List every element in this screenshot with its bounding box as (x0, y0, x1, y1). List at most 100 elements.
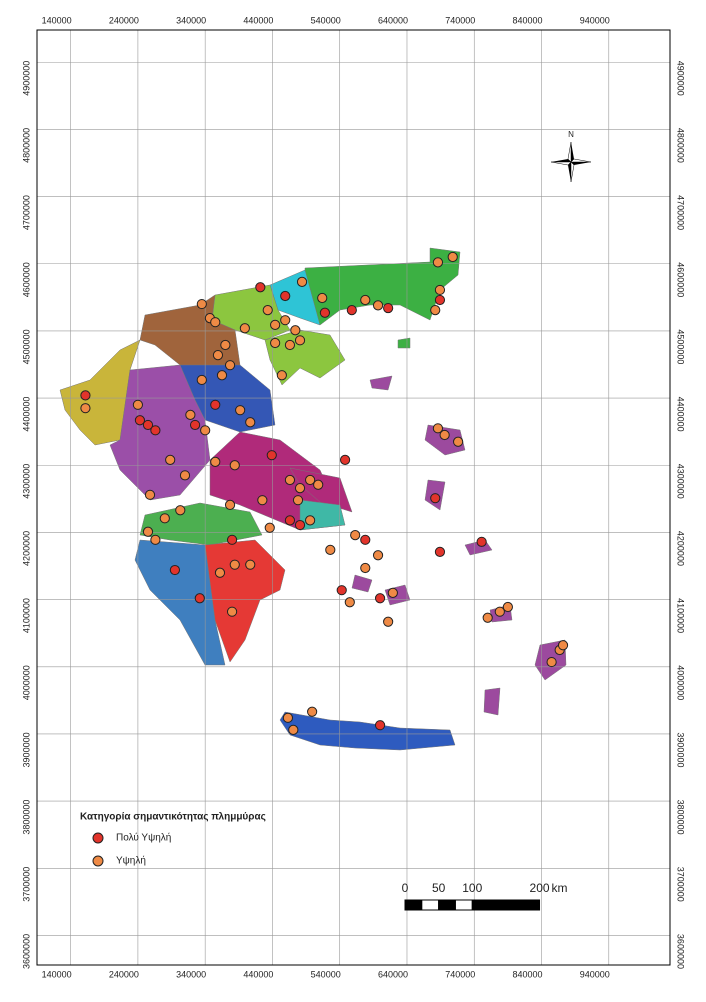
flood-point (296, 276, 308, 287)
y-tick-label: 3600000 (676, 934, 686, 969)
flood-point (317, 292, 328, 304)
y-tick-label: 4100000 (676, 598, 686, 633)
x-tick-label: 440000 (243, 969, 273, 979)
y-tick-label: 4200000 (21, 531, 31, 566)
x-tick-label: 740000 (445, 969, 475, 979)
flood-point (290, 325, 301, 336)
flood-point (294, 335, 306, 346)
x-tick-label: 140000 (42, 969, 72, 979)
scale-unit: km (552, 881, 568, 895)
flood-point (284, 515, 296, 526)
legend-label: Πολύ Υψηλή (116, 832, 171, 844)
y-tick-label: 4700000 (676, 195, 686, 230)
flood-point (494, 606, 505, 617)
flood-point (132, 399, 144, 410)
flood-point (194, 593, 205, 604)
flood-point (175, 505, 186, 516)
scale-segment (421, 899, 440, 911)
flood-point (346, 304, 357, 316)
flood-point (305, 474, 316, 486)
flood-point (80, 403, 91, 414)
flood-point (282, 712, 294, 723)
y-tick-label: 3700000 (21, 867, 31, 902)
region (351, 574, 373, 593)
legend-marker (92, 832, 104, 844)
scale-bar: 0 50 100 200 km (402, 881, 568, 911)
flood-point (360, 562, 371, 574)
y-tick-label: 4500000 (21, 329, 31, 364)
y-tick-label: 4900000 (676, 61, 686, 96)
flood-point (307, 706, 318, 717)
flood-point (214, 567, 226, 578)
flood-point (226, 606, 238, 617)
flood-point (372, 300, 384, 311)
flood-point (179, 470, 191, 481)
flood-point (196, 374, 207, 386)
region (279, 711, 456, 751)
flood-point (430, 304, 441, 316)
flood-point (383, 302, 394, 314)
scale-label: 50 (432, 881, 446, 895)
scale-segment (438, 899, 456, 911)
flood-point (235, 405, 246, 416)
flood-point (313, 479, 324, 490)
y-tick-label: 3900000 (21, 732, 31, 767)
y-tick-label: 3800000 (21, 800, 31, 835)
flood-point (255, 282, 266, 293)
flood-point (220, 339, 231, 351)
flood-point (439, 429, 450, 441)
x-tick-label: 240000 (109, 15, 139, 25)
flood-point (210, 399, 221, 410)
flood-point (434, 546, 446, 558)
flood-point (200, 425, 211, 436)
flood-point (224, 360, 236, 371)
north-label: N (568, 130, 574, 139)
flood-point (336, 585, 347, 596)
flood-point (169, 564, 181, 576)
scale-segment (454, 899, 473, 911)
map-frame (36, 29, 671, 966)
flood-point (226, 534, 238, 545)
x-tick-label: 640000 (378, 969, 408, 979)
y-tick-label: 4800000 (21, 128, 31, 163)
north-arrow: N (550, 130, 592, 183)
flood-point (134, 415, 146, 426)
scale-label: 100 (462, 881, 482, 895)
y-tick-label: 4600000 (676, 262, 686, 297)
flood-point (264, 522, 275, 533)
flood-point (270, 337, 281, 349)
x-tick-label: 340000 (176, 15, 206, 25)
region (369, 375, 393, 391)
flood-point (387, 587, 398, 598)
flood-point (270, 319, 281, 330)
y-tick-label: 4900000 (21, 61, 31, 96)
x-tick-label: 840000 (512, 15, 542, 25)
flood-point (546, 656, 557, 668)
flood-point (292, 495, 304, 506)
scale-segment (471, 899, 541, 911)
flood-point (476, 536, 487, 547)
flood-point (189, 419, 201, 431)
flood-point (319, 307, 331, 318)
flood-point (245, 559, 256, 570)
flood-point (159, 513, 170, 524)
flood-point (150, 534, 161, 545)
y-tick-label: 4000000 (21, 665, 31, 700)
flood-point (262, 304, 273, 316)
flood-point (142, 419, 154, 431)
x-tick-label: 940000 (580, 969, 610, 979)
flood-point (165, 454, 176, 465)
flood-point (239, 323, 250, 334)
flood-point (374, 593, 386, 604)
y-tick-label: 4200000 (676, 531, 686, 566)
flood-point (185, 409, 196, 420)
region (397, 337, 411, 349)
flood-point (80, 390, 91, 401)
flood-point (482, 612, 493, 623)
flood-point (383, 616, 394, 627)
flood-point (432, 423, 444, 434)
flood-point (434, 284, 446, 296)
y-tick-label: 3900000 (676, 732, 686, 767)
flood-point (212, 350, 224, 361)
